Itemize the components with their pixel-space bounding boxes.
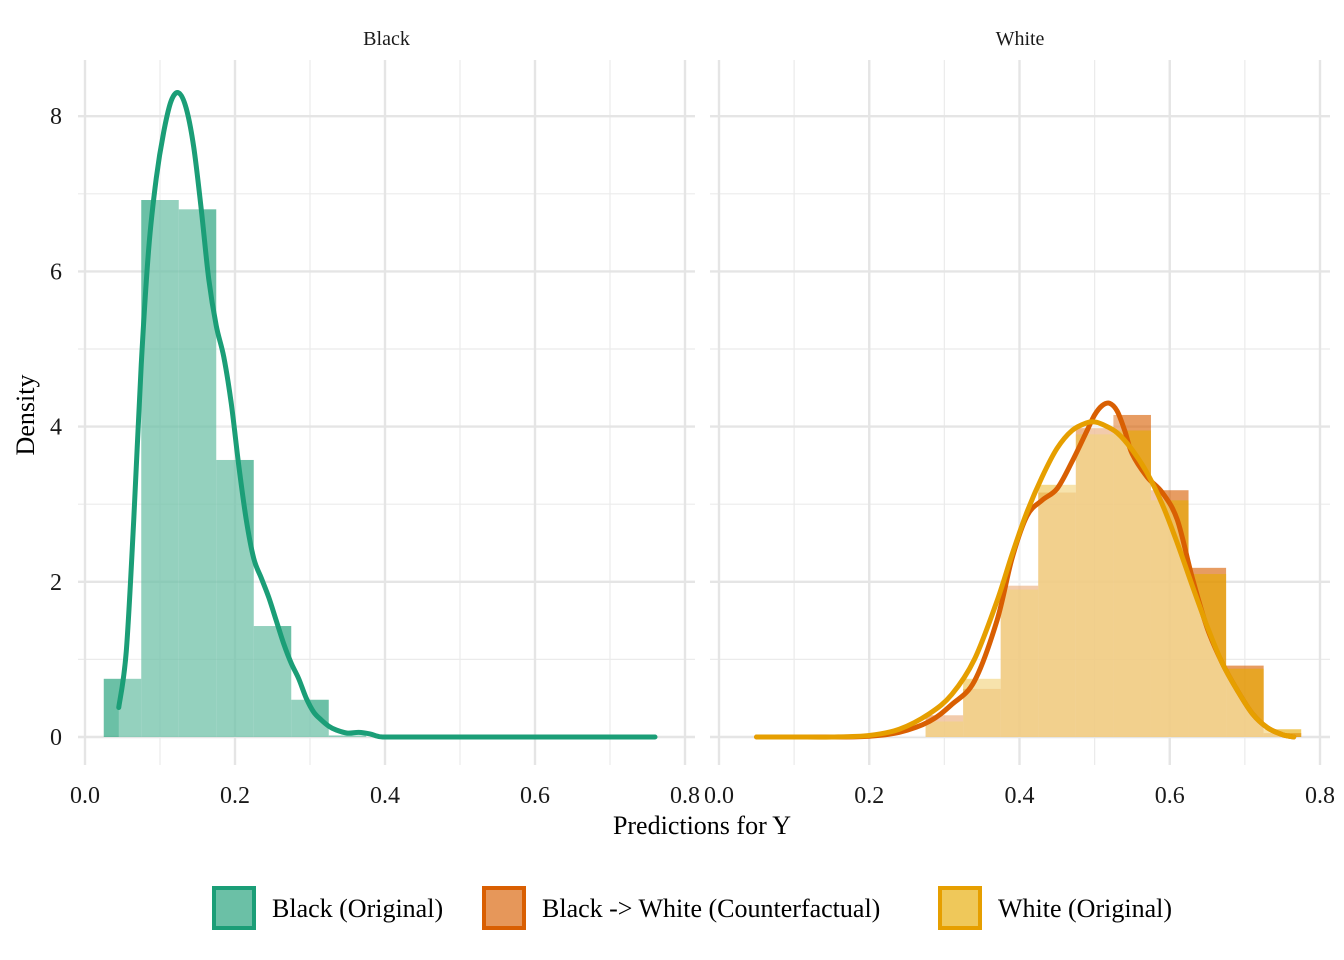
histogram-bar [328,735,367,737]
density-line-black_orig [116,90,658,740]
strip-label: White [996,28,1045,50]
histogram-bar [925,721,964,737]
x-tick-label: 0.2 [854,783,884,809]
legend-swatch [938,886,982,930]
strip-label: Black [363,28,410,50]
x-tick-label: 0.0 [70,783,100,809]
x-tick-label: 0.6 [520,783,550,809]
y-tick-label: 4 [50,415,62,441]
x-tick-label: 0.6 [1155,783,1185,809]
legend-swatch [482,886,526,930]
y-tick-label: 8 [50,104,62,130]
histogram-bar [1000,589,1039,737]
legend-label: White (Original) [998,894,1172,923]
legend: Black (Original) Black -> White (Counterf… [212,886,1172,930]
histogram-bar [216,459,254,737]
x-axis-title: Predictions for Y [613,811,791,840]
x-tick-label: 0.2 [220,783,250,809]
x-tick-label: 0.4 [370,783,400,809]
legend-label: Black (Original) [272,894,443,923]
y-axis: 0 2 4 6 8 [50,104,62,751]
legend-swatch [212,886,256,930]
x-axis: 0.0 0.2 0.4 0.6 0.8 0.0 0.2 0.4 0.6 0.8 [70,783,1335,809]
legend-item-counterfactual: Black -> White (Counterfactual) [482,886,880,930]
panel-black: Black [78,28,695,765]
x-tick-label: 0.0 [704,783,734,809]
y-axis-title: Density [11,375,40,456]
x-tick-label: 0.8 [1305,783,1335,809]
y-tick-label: 2 [50,570,62,596]
y-tick-label: 0 [50,725,62,751]
legend-item-black_orig: Black (Original) [212,886,443,930]
x-tick-label: 0.4 [1005,783,1035,809]
x-tick-label: 0.8 [670,783,700,809]
density-area-counterfactual [756,403,1294,737]
histogram-bar [1075,434,1114,737]
density-area-black_orig [118,92,655,738]
y-tick-label: 6 [50,259,62,285]
density-line-white_orig [754,419,1297,740]
panel-white: White [710,28,1330,765]
legend-item-white_orig: White (Original) [938,886,1172,930]
legend-label: Black -> White (Counterfactual) [542,894,880,923]
histogram-bar [1038,484,1076,737]
histogram-bar [1113,430,1151,737]
panels-layer: Black White [78,28,1330,765]
